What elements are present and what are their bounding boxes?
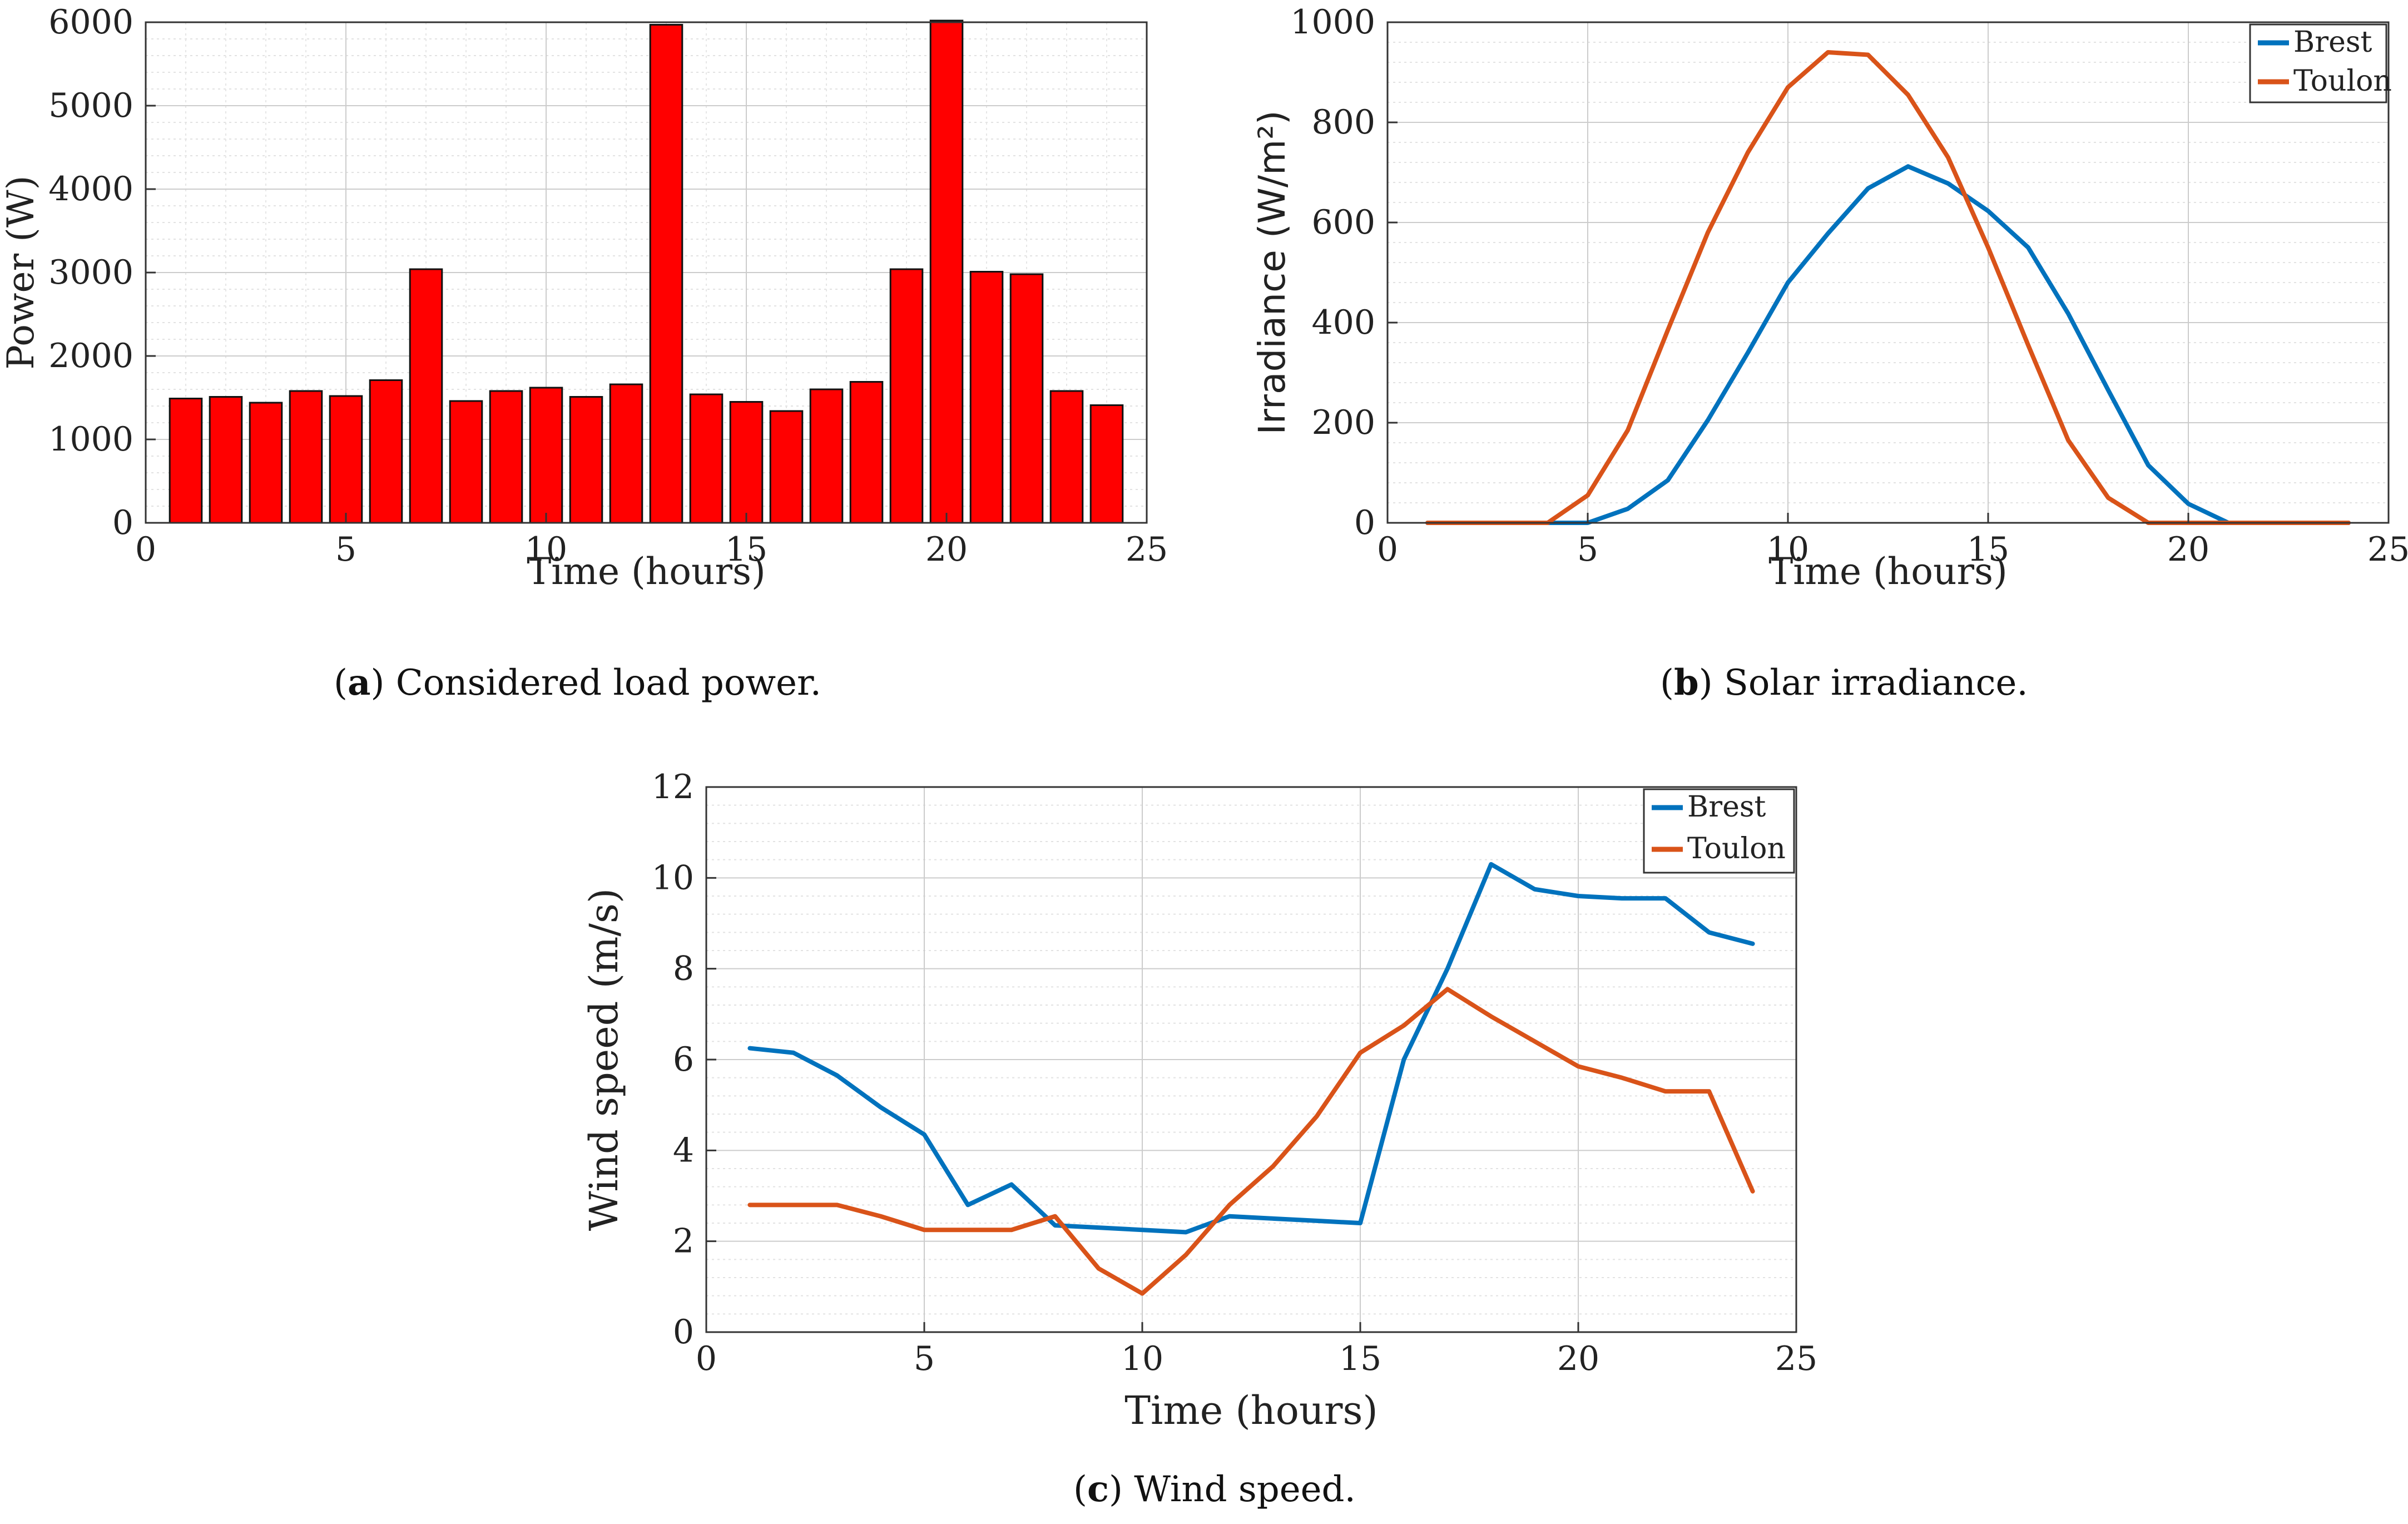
y-tick-label: 1000 (1290, 3, 1375, 42)
chart-wind-speed: 0 5 10 15 20 25 0 2 4 6 8 10 12 Time (hours) Wind spee… (581, 768, 1817, 1433)
y-tick-label: 2000 (48, 337, 133, 375)
x-tick-label: 20 (1557, 1339, 1599, 1378)
legend-label-toulon: Toulon (1687, 832, 1786, 865)
y-tick-label: 4000 (48, 170, 133, 209)
x-axis-label: Time (hours) (1768, 550, 2007, 593)
y-tick-label: 0 (112, 503, 133, 542)
y-tick-label: 2 (673, 1222, 694, 1261)
y-tick-label: 12 (652, 768, 694, 806)
x-tick-label: 0 (135, 530, 156, 569)
y-axis-label: Power (W) (0, 176, 42, 370)
legend-label-brest: Brest (1687, 790, 1766, 824)
bar (609, 383, 643, 524)
bar (289, 390, 323, 524)
legend-box (1643, 788, 1795, 874)
y-tick-label: 8 (673, 949, 694, 988)
legend-label-brest: Brest (2293, 26, 2372, 59)
x-tick-label: 5 (914, 1339, 935, 1378)
bar (849, 381, 884, 524)
x-tick-label: 15 (725, 530, 767, 569)
caption-b-text: Solar irradiance. (1724, 662, 2028, 704)
y-tick-label: 4 (673, 1131, 694, 1170)
bar (169, 398, 203, 524)
y-tick-label: 200 (1311, 403, 1375, 442)
chart-solar-irradiance: 0 5 10 15 20 25 0 200 400 600 800 1000 Time (hours) I… (1251, 3, 2408, 593)
bar (1049, 390, 1084, 524)
bar (409, 268, 443, 524)
x-tick-label: 25 (1126, 530, 1168, 569)
x-tick-label: 20 (2167, 530, 2209, 569)
caption-b: (b) Solar irradiance. (1660, 662, 2028, 704)
chart-load-power: 0 5 10 15 20 25 0 1000 2000 3000 4000 5000 6000 Time … (0, 3, 1168, 593)
bar (809, 388, 844, 524)
x-axis-label: Time (hours) (527, 550, 765, 593)
caption-a-letter: a (347, 662, 371, 704)
bar (969, 271, 1004, 524)
bar (689, 393, 724, 524)
y-tick-label: 400 (1311, 303, 1375, 342)
axes-box (1386, 21, 2390, 524)
x-tick-label: 0 (1377, 530, 1398, 569)
series-line-toulon (747, 987, 1755, 1296)
bar (729, 401, 764, 524)
x-tick-label: 20 (925, 530, 968, 569)
bar (1089, 404, 1124, 524)
x-tick-label: 25 (1775, 1339, 1817, 1378)
caption-c: (c) Wind speed. (1073, 1468, 1356, 1510)
x-axis-label: Time (hours) (1124, 1388, 1378, 1433)
x-tick-label: 10 (525, 530, 567, 569)
y-tick-label: 600 (1311, 203, 1375, 242)
bar (569, 396, 603, 524)
x-tick-label: 5 (335, 530, 356, 569)
bar (769, 410, 804, 524)
y-tick-label: 10 (652, 858, 694, 897)
legend-box (2249, 23, 2387, 103)
legend: Brest Toulon (2249, 23, 2392, 103)
x-tick-label: 15 (1339, 1339, 1381, 1378)
caption-a: (a) Considered load power. (334, 662, 821, 704)
bar (529, 387, 563, 524)
bar (929, 19, 964, 524)
caption-a-text: Considered load power. (395, 662, 821, 704)
y-tick-label: 6000 (48, 3, 133, 42)
bar (1009, 273, 1044, 524)
y-tick-label: 1000 (48, 420, 133, 459)
plot-area (1388, 22, 2389, 523)
bar (489, 390, 523, 524)
caption-c-text: Wind speed. (1134, 1469, 1356, 1510)
series-line-brest (747, 862, 1755, 1235)
bar (209, 396, 243, 524)
bar (449, 400, 483, 524)
x-tick-label: 5 (1577, 530, 1598, 569)
y-tick-label: 6 (673, 1040, 694, 1079)
legend: Brest Toulon (1643, 788, 1795, 874)
caption-c-letter: c (1087, 1468, 1109, 1510)
bar (249, 402, 283, 524)
y-axis-label: Wind speed (m/s) (581, 888, 627, 1231)
x-tick-label: 10 (1121, 1339, 1163, 1378)
bar (329, 395, 363, 524)
legend-label-toulon: Toulon (2293, 65, 2392, 98)
x-tick-label: 15 (1967, 530, 2009, 569)
bar (889, 268, 924, 524)
y-axis-label: Irradiance (W/m²) (1251, 110, 1294, 434)
x-tick-label: 10 (1767, 530, 1809, 569)
y-tick-label: 3000 (48, 253, 133, 292)
bar (649, 24, 683, 524)
y-tick-label: 0 (673, 1313, 694, 1352)
x-tick-label: 0 (696, 1339, 717, 1378)
y-tick-label: 0 (1354, 503, 1375, 542)
caption-b-letter: b (1673, 662, 1699, 704)
bar (369, 379, 403, 524)
y-tick-label: 5000 (48, 86, 133, 125)
x-tick-label: 25 (2367, 530, 2408, 569)
y-tick-label: 800 (1311, 103, 1375, 142)
